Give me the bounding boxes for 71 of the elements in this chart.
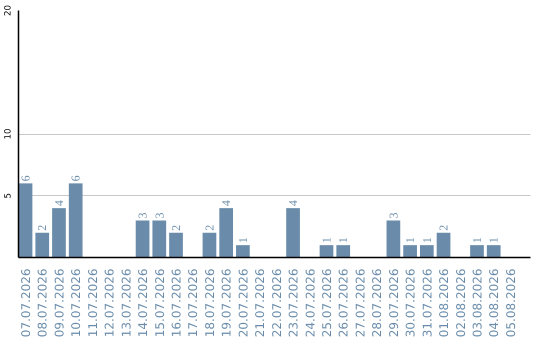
bar [152, 220, 166, 258]
x-tick-label: 17.07.2026 [186, 268, 200, 338]
x-tick-label: 16.07.2026 [170, 268, 184, 338]
x-tick-label: 20.07.2026 [236, 268, 250, 338]
y-tick-label: 5 [4, 192, 14, 199]
bar [68, 183, 83, 258]
x-tick-label: 09.07.2026 [52, 268, 66, 338]
x-tick-label: 15.07.2026 [152, 268, 167, 338]
data-label: 4 [52, 200, 66, 206]
x-tick-label: 12.07.2026 [102, 268, 117, 338]
x-tick-label: 11.07.2026 [86, 268, 100, 338]
data-label: 1 [236, 237, 250, 244]
data-label: 1 [470, 237, 484, 244]
x-tick-label: 25.07.2026 [320, 268, 334, 338]
x-tick-label: 13.07.2026 [119, 268, 134, 338]
x-tick-label: 30.07.2026 [404, 268, 418, 338]
data-label: 1 [336, 237, 350, 244]
bar [420, 245, 434, 258]
bar [202, 232, 216, 258]
data-label: 6 [18, 175, 33, 182]
x-tick-label: 22.07.2026 [270, 268, 284, 338]
data-label: 2 [35, 224, 50, 231]
x-tick-label: 08.07.2026 [36, 268, 50, 338]
y-tick-label: 10 [4, 128, 14, 140]
x-tick-label: 29.07.2026 [386, 268, 401, 338]
bar [219, 208, 234, 258]
x-tick-label: 10.07.2026 [69, 268, 84, 338]
x-tick-label: 04.08.2026 [487, 268, 502, 338]
x-tick-label: 14.07.2026 [136, 268, 150, 338]
data-label: 1 [403, 237, 418, 244]
x-tick-label: 31.07.2026 [420, 268, 434, 338]
data-label: 1 [420, 237, 434, 244]
x-tick-label: 24.07.2026 [303, 268, 318, 338]
bar [236, 245, 250, 258]
bar [486, 245, 501, 258]
bar [470, 245, 484, 258]
bar [436, 232, 450, 258]
data-label: 2 [169, 224, 184, 231]
x-tick-label: 26.07.2026 [336, 268, 351, 338]
data-label: 1 [320, 237, 334, 244]
data-label: 4 [286, 200, 300, 206]
bar [386, 220, 400, 258]
bar [286, 208, 300, 258]
data-label: 3 [152, 212, 166, 218]
data-label: 3 [136, 212, 150, 218]
x-tick-label: 18.07.2026 [202, 268, 217, 338]
x-tick-label: 02.08.2026 [454, 268, 468, 338]
x-tick-label: 03.08.2026 [470, 268, 484, 338]
x-tick-label: 19.07.2026 [220, 268, 234, 338]
x-tick-label: 27.07.2026 [353, 268, 368, 338]
bar [169, 232, 183, 258]
x-tick-label: 07.07.2026 [19, 268, 34, 338]
bar [18, 183, 32, 258]
bar [320, 245, 334, 258]
data-label: 1 [486, 237, 501, 244]
x-tick-label: 01.08.2026 [437, 268, 452, 338]
data-label: 3 [386, 212, 400, 218]
bar [403, 245, 417, 258]
data-label: 6 [68, 175, 83, 182]
x-tick-label: 28.07.2026 [370, 268, 384, 338]
y-tick-label: 20 [4, 4, 14, 16]
data-label: 4 [219, 200, 234, 206]
x-tick-label: 05.08.2026 [504, 268, 518, 338]
bar [336, 245, 350, 258]
data-label: 2 [202, 224, 216, 231]
x-tick-label: 23.07.2026 [286, 268, 301, 338]
bar [52, 208, 66, 258]
data-label: 2 [436, 224, 451, 231]
x-tick-label: 21.07.2026 [253, 268, 268, 338]
bar [136, 220, 150, 258]
bar [35, 232, 50, 258]
